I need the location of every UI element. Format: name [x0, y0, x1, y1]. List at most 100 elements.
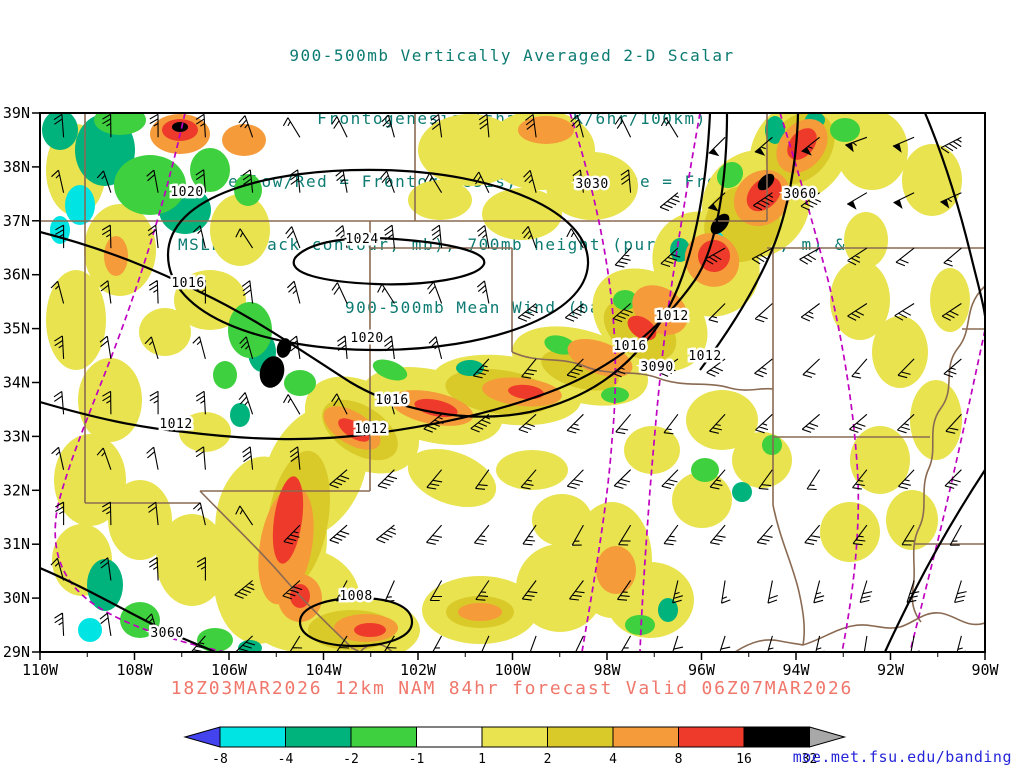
shading-blob: [46, 270, 106, 370]
shading-blob: [830, 118, 860, 142]
shading-blob: [596, 546, 636, 594]
lat-axis-label: 38N: [3, 158, 30, 176]
colorbar-right-arrow: [809, 726, 847, 748]
colorbar-segment: [743, 726, 810, 748]
shading-blob: [156, 514, 228, 606]
mslp-contour: [699, 113, 800, 371]
wind-barb-pennant: [845, 142, 854, 153]
mslp-contour: [292, 237, 486, 286]
shading-blob: [482, 188, 562, 240]
contour-label: 1012: [159, 417, 192, 432]
lat-axis-label: 36N: [3, 266, 30, 284]
shading-blob: [259, 356, 285, 388]
wind-barb-pennant: [708, 203, 719, 212]
colorbar-tick-label: -4: [278, 752, 294, 767]
lat-axis-label: 32N: [3, 481, 30, 499]
colorbar-segment: [481, 726, 548, 748]
lat-axis-label: 33N: [3, 427, 30, 445]
shading-blob: [284, 370, 316, 396]
shading-blob: [42, 113, 78, 150]
shading-blob: [408, 180, 472, 220]
wind-barb-pennant: [892, 143, 902, 153]
colorbar-tick-label: -1: [409, 752, 425, 767]
shading-blob: [850, 426, 910, 494]
lon-axis-label: 92W: [877, 661, 905, 679]
shading-blob: [108, 480, 172, 560]
mslp-contour: [883, 469, 985, 652]
shading-blob: [691, 458, 719, 482]
colorbar-segment: [285, 726, 352, 748]
shading-blob: [762, 435, 782, 455]
height-contour: [54, 113, 226, 652]
colorbar-segment: [219, 726, 286, 748]
contour-labels: 1020 1024 1016 1020 1016 1012 1012 1016 1012 1012…: [148, 175, 819, 644]
shading-blob: [222, 124, 266, 156]
gulf-coastline: [802, 612, 985, 646]
credit-url: moe.met.fsu.edu/banding: [792, 748, 1012, 766]
contour-label: 1012: [354, 422, 387, 437]
sabine-border: [772, 437, 806, 646]
contour-label: 1012: [688, 349, 721, 364]
shading-blob: [272, 476, 304, 564]
shading-blob: [213, 361, 237, 389]
mslp-contour: [166, 168, 590, 352]
colorbar-left-arrow: [183, 726, 221, 748]
red-river-border: [511, 351, 774, 391]
contour-label: 1020: [170, 185, 203, 200]
rio-grande-border: [199, 490, 361, 652]
contour-label: 1024: [345, 232, 378, 247]
lon-axis-label: 104W: [305, 661, 342, 679]
lat-axis-label: 35N: [3, 320, 30, 338]
shading-blob: [197, 628, 233, 652]
shading-blob: [765, 116, 785, 144]
shading-blob: [627, 315, 657, 341]
shading-blob: [658, 598, 678, 622]
shading-blob: [746, 176, 782, 212]
shading-blob: [546, 152, 638, 220]
colorbar-segment: [350, 726, 417, 748]
shading-blob: [508, 384, 544, 400]
contour-label: 3060: [150, 626, 183, 641]
shading-blob: [172, 122, 188, 132]
lon-axis-label: 102W: [400, 661, 437, 679]
shading-blob: [354, 623, 386, 637]
colorbar-tick-label: 16: [736, 752, 752, 767]
shading-blob: [532, 494, 592, 546]
shading-blob: [698, 240, 730, 272]
shading-blob: [732, 482, 752, 502]
mslp-contour: [40, 566, 216, 652]
shading-blob: [179, 412, 231, 452]
shading-blob: [458, 603, 502, 621]
contour-label: 1016: [375, 393, 408, 408]
wind-barb-pennant: [801, 147, 812, 156]
colorbar-tick-label: -8: [212, 752, 228, 767]
shading-blob: [820, 502, 880, 562]
colorbar-tick-label: 1: [478, 752, 486, 767]
lon-axis-label: 98W: [593, 661, 621, 679]
lat-axis-label: 34N: [3, 374, 30, 392]
mslp-contour: [40, 113, 712, 418]
colorbar: -8 -4 -2 -1 1 2 4 8 16 32: [183, 726, 847, 767]
colorbar-tick-label: 8: [675, 752, 683, 767]
shading-blob: [238, 640, 262, 652]
height-contour: [569, 113, 617, 652]
lat-axis-label: 39N: [3, 104, 30, 122]
colorbar-segment: [547, 726, 614, 748]
shading-blob: [624, 426, 680, 474]
lat-axis-label: 37N: [3, 212, 30, 230]
shading-blob: [732, 432, 792, 488]
wind-barb-pennant: [893, 199, 903, 209]
mississippi-river-border: [911, 285, 985, 623]
colorbar-tick-label: 2: [544, 752, 552, 767]
lat-axis-label: 30N: [3, 589, 30, 607]
wind-barb-pennant: [847, 200, 857, 210]
title-line-1: 900-500mb Vertically Averaged 2-D Scalar: [289, 46, 735, 65]
wind-barb-pennant: [754, 147, 766, 156]
shading-blob: [139, 308, 191, 356]
shading-blob: [830, 260, 890, 340]
mslp-contour: [298, 596, 414, 648]
lon-axis-label: 100W: [494, 661, 531, 679]
lon-axis-label: 96W: [688, 661, 716, 679]
shading-blob: [910, 380, 962, 460]
